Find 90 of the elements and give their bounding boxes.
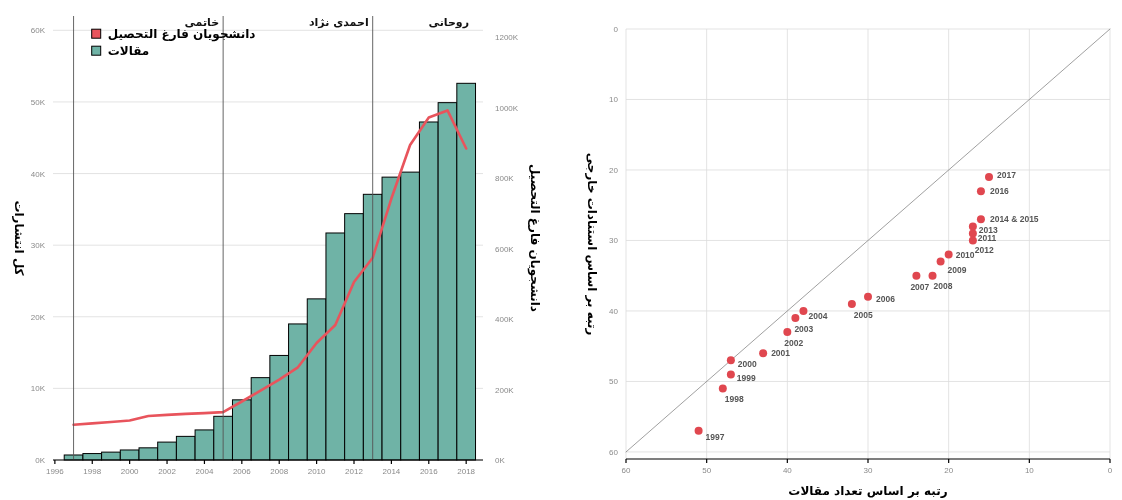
point <box>726 356 735 365</box>
y-tick-label: 60 <box>609 447 619 457</box>
y-axis-title: کل انتشارات <box>12 200 26 276</box>
y2-tick-label: 600K <box>495 244 515 254</box>
point <box>944 250 953 259</box>
x-tick-label: 2012 <box>345 467 364 476</box>
annotation: 2004 <box>808 311 828 322</box>
x-tick-label: 2008 <box>270 467 289 476</box>
annotation: 1999 <box>736 373 757 384</box>
y-tick-label: 40K <box>30 169 46 179</box>
y2-tick-label: 1200K <box>495 33 519 43</box>
annotation: 2014 & 2015 <box>989 214 1039 225</box>
x-tick-label: 2002 <box>158 467 177 476</box>
annotation: 2013 <box>978 225 999 236</box>
y-tick-label: 50K <box>30 97 46 107</box>
annotation: روحانی <box>428 16 469 29</box>
x-tick-label: 30 <box>863 466 873 475</box>
point <box>928 271 937 280</box>
point <box>968 229 977 238</box>
annotation: 2003 <box>794 324 814 335</box>
y-tick-label: 10K <box>30 384 46 394</box>
point <box>912 271 921 280</box>
y-tick-label: 20K <box>30 312 46 322</box>
annotation: 2008 <box>933 280 953 291</box>
annotation: 2012 <box>974 245 995 256</box>
annotation: 2011 <box>977 233 997 244</box>
x-tick-label: 1998 <box>83 467 102 476</box>
annotation: 2001 <box>771 348 791 359</box>
y2-tick-label: 400K <box>495 315 515 325</box>
x-tick-label: 2010 <box>307 467 327 476</box>
y-tick-label: 10 <box>609 95 619 105</box>
point <box>759 349 768 358</box>
line-series <box>72 109 468 427</box>
y-tick-label: 60K <box>30 26 46 36</box>
x-tick-label: 1996 <box>45 467 65 476</box>
ref-line-label: خاتمی <box>184 16 220 29</box>
annotation: 2007 <box>910 281 930 292</box>
x-tick-label: 2018 <box>457 467 476 476</box>
point <box>936 257 945 266</box>
y-tick-label: 50 <box>609 377 619 387</box>
annotation: 2009 <box>947 264 967 275</box>
point <box>968 236 977 245</box>
y-tick-label: 0K <box>35 456 46 465</box>
x-tick-label: 2006 <box>232 467 252 476</box>
y-tick-label: 20 <box>609 165 619 175</box>
y-tick-label: 30K <box>30 241 46 251</box>
y2-tick-label: 200K <box>495 385 515 395</box>
x-tick-label: 20 <box>944 466 954 475</box>
legend-label: دانشجویان فارغ التحصیل <box>107 27 256 43</box>
y2-tick-label: 1000K <box>495 103 519 113</box>
point <box>976 215 985 224</box>
point <box>726 370 735 379</box>
x-tick-label: 0 <box>1107 466 1113 475</box>
point <box>694 426 703 435</box>
y-tick-label: 40 <box>609 306 619 316</box>
point <box>718 384 727 393</box>
ref-line-label: احمدی نژاد <box>308 16 369 29</box>
y-tick-label: 0 <box>613 25 619 34</box>
x-axis-title: رتبه بر اساس تعداد مقالات <box>788 484 948 498</box>
point <box>976 187 985 196</box>
point <box>968 222 977 231</box>
point <box>791 314 800 323</box>
x-tick-label: 10 <box>1024 466 1035 475</box>
y-axis-title: رتبه بر اساس استنادات خارجی <box>585 152 599 336</box>
x-tick-label: 40 <box>782 466 793 475</box>
x-tick-label: 60 <box>621 466 631 475</box>
annotation: 2005 <box>853 309 874 320</box>
annotation: 2016 <box>989 186 1010 197</box>
x-tick-label: 2004 <box>195 467 214 476</box>
point <box>847 299 856 308</box>
y2-axis-title: دانشجویان فارغ التحصیل <box>527 164 542 312</box>
x-tick-label: 2000 <box>120 467 140 476</box>
y2-tick-label: 0K <box>495 456 506 465</box>
annotation: 2017 <box>997 170 1017 181</box>
point <box>864 292 872 301</box>
annotation: 2000 <box>737 358 758 369</box>
y2-tick-label: 800K <box>495 174 515 184</box>
point <box>783 328 792 337</box>
annotation: 2006 <box>876 293 896 304</box>
legend-label: مقالات <box>107 44 150 59</box>
x-tick-label: 2016 <box>419 467 439 476</box>
annotation: 1997 <box>705 431 725 442</box>
y-tick-label: 30 <box>609 236 619 246</box>
x-tick-label: 2014 <box>382 467 401 476</box>
annotation: 2002 <box>784 338 804 349</box>
annotation: 2010 <box>955 249 975 260</box>
point <box>799 306 808 315</box>
annotation: 1998 <box>724 393 744 404</box>
point <box>985 173 993 182</box>
x-tick-label: 50 <box>702 466 712 475</box>
